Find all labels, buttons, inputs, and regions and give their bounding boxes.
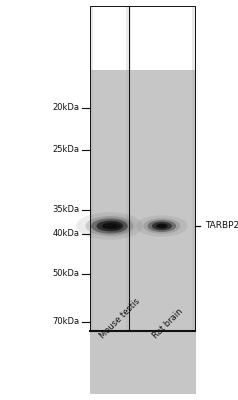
- Ellipse shape: [112, 224, 121, 228]
- Ellipse shape: [102, 223, 117, 229]
- Bar: [90, 6, 129, 330]
- Ellipse shape: [143, 218, 180, 234]
- Ellipse shape: [156, 224, 168, 228]
- Ellipse shape: [136, 215, 188, 237]
- Ellipse shape: [76, 212, 143, 240]
- Text: 50kDa: 50kDa: [53, 270, 80, 278]
- Ellipse shape: [152, 222, 172, 230]
- Ellipse shape: [91, 218, 128, 234]
- Ellipse shape: [97, 221, 122, 231]
- Ellipse shape: [108, 222, 124, 230]
- Text: 25kDa: 25kDa: [53, 146, 80, 154]
- Text: 20kDa: 20kDa: [53, 104, 80, 112]
- Bar: [129, 6, 195, 330]
- Text: 70kDa: 70kDa: [53, 318, 80, 326]
- Bar: [90, 6, 93, 330]
- Bar: [129, 6, 131, 330]
- Ellipse shape: [102, 218, 130, 234]
- Bar: [126, 6, 129, 330]
- Bar: [192, 6, 195, 330]
- Text: Mouse testis: Mouse testis: [98, 296, 142, 340]
- Ellipse shape: [85, 216, 134, 236]
- Text: Rat brain: Rat brain: [151, 306, 184, 340]
- Text: 35kDa: 35kDa: [53, 206, 80, 214]
- Text: 40kDa: 40kDa: [53, 230, 80, 238]
- Text: TARBP2: TARBP2: [205, 222, 238, 230]
- Ellipse shape: [105, 220, 127, 232]
- Ellipse shape: [148, 220, 176, 232]
